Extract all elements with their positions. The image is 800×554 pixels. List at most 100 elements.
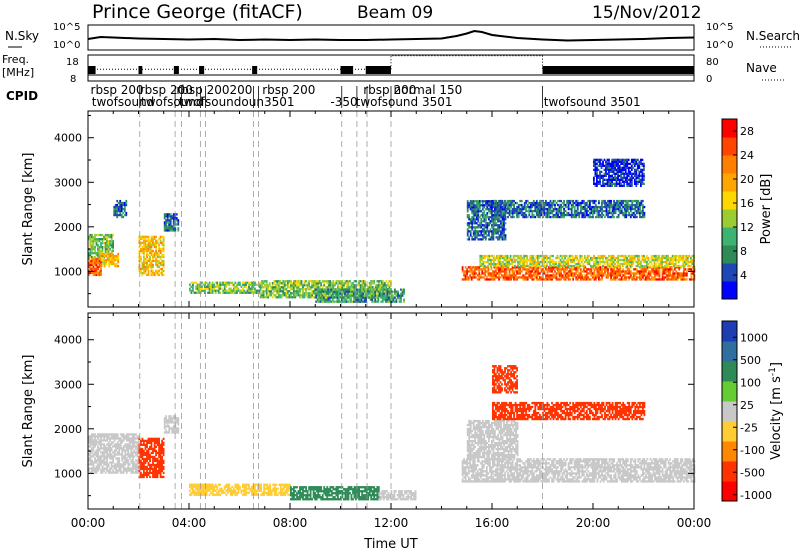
heatmap-cell [640,160,642,163]
heatmap-cell [612,158,615,161]
heatmap-cell [624,262,627,266]
heatmap-cell [563,209,565,213]
heatmap-cell [664,270,667,273]
heatmap-cell [548,266,550,269]
heatmap-cell [236,285,238,288]
heatmap-cell [192,287,194,290]
heatmap-cell [677,256,680,260]
heatmap-cell [117,254,120,258]
heatmap-cell [605,162,607,165]
heatmap-cell [644,258,647,262]
heatmap-cell [562,262,565,266]
heatmap-cell [647,262,650,266]
heatmap-cell [512,256,515,260]
heatmap-cell [112,248,114,251]
heatmap-cell [125,213,128,217]
heatmap-cell [91,463,93,466]
heatmap-cell [618,174,621,177]
heatmap-cell [333,300,336,303]
heatmap-cell [602,164,604,167]
heatmap-cell [532,262,535,266]
heatmap-cell [358,292,360,295]
heatmap-cell [270,294,273,297]
heatmap-cell [532,215,535,219]
heatmap-cell [386,300,389,303]
heatmap-cell [342,298,345,301]
heatmap-cell [144,247,147,251]
heatmap-cell [601,268,603,271]
heatmap-cell [548,211,550,215]
heatmap-cell [582,215,585,219]
heatmap-cell [591,256,594,260]
heatmap-cell [641,170,644,173]
heatmap-cell [561,215,564,219]
heatmap-cell [626,276,629,279]
heatmap-cell [621,162,624,165]
heatmap-cell [519,266,522,269]
heatmap-cell [631,205,634,209]
heatmap-cell [89,233,92,237]
heatmap-cell [481,236,484,239]
heatmap-cell [380,294,383,297]
heatmap-cell [243,281,246,284]
heatmap-cell [529,258,532,262]
heatmap-cell [612,172,615,175]
heatmap-cell [97,273,99,277]
heatmap-cell [249,291,252,294]
heatmap-cell [101,443,104,446]
heatmap-cell [569,274,572,277]
heatmap-cell [560,274,562,277]
heatmap-cell [242,281,244,284]
heatmap-cell [531,268,534,271]
heatmap-cell [492,276,494,279]
heatmap-cell [517,209,520,213]
heatmap-cell [621,160,624,163]
heatmap-cell [591,264,594,268]
heatmap-cell [165,225,168,228]
heatmap-cell [177,227,180,230]
heatmap-cell [466,228,469,231]
heatmap-cell [100,273,102,277]
heatmap-cell [362,292,364,295]
heatmap-cell [642,207,644,211]
heatmap-cell [403,292,405,295]
heatmap-cell [208,291,211,294]
heatmap-cell [103,246,105,249]
heatmap-cell [566,199,568,203]
heatmap-cell [478,272,481,275]
heatmap-cell [501,224,504,227]
colorbar-tick-label: 16 [740,197,754,210]
heatmap-cell [317,284,320,287]
heatmap-cell [525,270,528,273]
heatmap-cell [609,176,612,179]
heatmap-cell [226,289,229,292]
heatmap-cell [392,294,395,297]
heatmap-cell [566,201,568,205]
heatmap-cell [511,207,514,211]
heatmap-cell [523,211,526,215]
heatmap-cell [510,215,512,219]
heatmap-cell [377,288,380,291]
heatmap-cell [236,291,238,294]
heatmap-cell [344,290,346,293]
heatmap-cell [651,276,653,279]
heatmap-cell [513,276,515,279]
heatmap-cell [500,202,502,205]
heatmap-cell [528,270,531,273]
heatmap-cell [501,220,504,223]
heatmap-cell [91,449,93,452]
heatmap-cell [290,292,292,295]
heatmap-cell [106,252,109,256]
heatmap-cell [329,292,332,295]
heatmap-cell [543,213,546,217]
heatmap-cell [616,268,618,271]
heatmap-cell [347,284,350,287]
heatmap-cell [590,274,593,277]
heatmap-cell [500,206,502,209]
heatmap-cell [166,225,169,228]
heatmap-cell [116,205,119,209]
heatmap-cell [620,272,623,275]
heatmap-cell [347,290,349,293]
heatmap-cell [504,228,507,231]
heatmap-cell [122,201,125,205]
